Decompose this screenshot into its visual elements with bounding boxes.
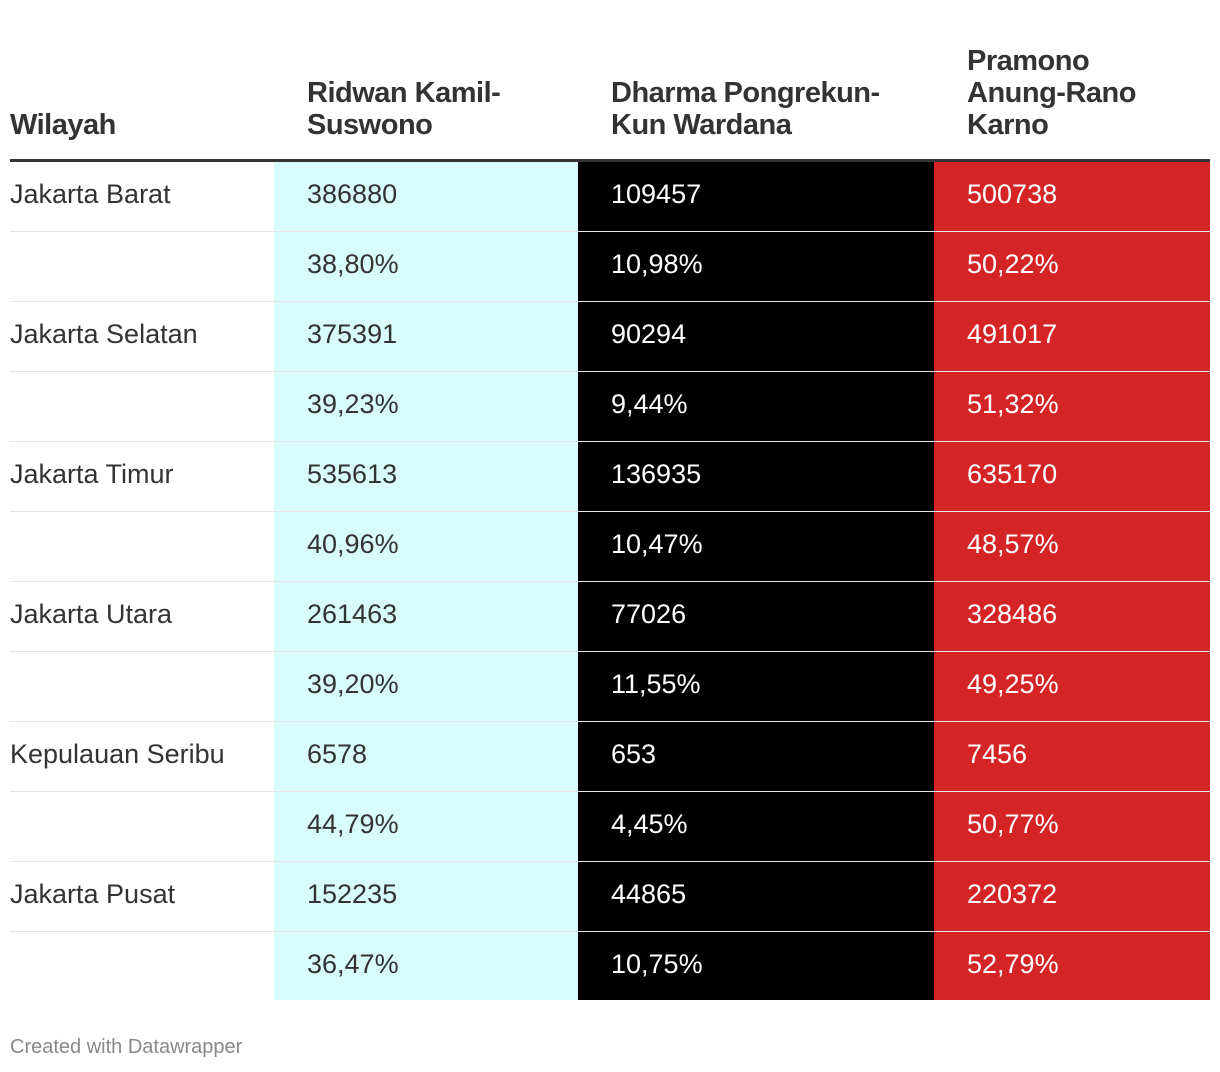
cell-ridwan: 38,80%	[307, 249, 399, 279]
cell-pramono: 635170	[967, 459, 1058, 489]
cell-pramono: 328486	[967, 599, 1058, 629]
header-ridwan-kamil-suswono: Ridwan Kamil- Suswono	[307, 77, 501, 141]
header-pramono-anung-rano-karno: Pramono Anung-Rano Karno	[967, 45, 1136, 141]
cell-pramono: 7456	[967, 739, 1028, 769]
table-row: Jakarta Barat 386880 109457 500738	[10, 162, 1210, 232]
results-table: Wilayah Ridwan Kamil- Suswono Dharma Pon…	[10, 0, 1210, 1000]
cell-pramono: 49,25%	[967, 669, 1059, 699]
table-row: Kepulauan Seribu 6578 653 7456	[10, 722, 1210, 792]
cell-region: Jakarta Selatan	[10, 319, 198, 349]
cell-region: Kepulauan Seribu	[10, 739, 225, 769]
cell-pramono: 51,32%	[967, 389, 1059, 419]
cell-pramono: 500738	[967, 179, 1058, 209]
table-row: Jakarta Utara 261463 77026 328486	[10, 582, 1210, 652]
cell-ridwan: 39,23%	[307, 389, 399, 419]
cell-dharma: 653	[611, 739, 657, 769]
cell-dharma: 77026	[611, 599, 687, 629]
cell-ridwan: 535613	[307, 459, 398, 489]
cell-dharma: 11,55%	[611, 669, 701, 699]
datawrapper-credit: Created with Datawrapper	[10, 1036, 243, 1058]
cell-dharma: 4,45%	[611, 809, 688, 839]
table-row: 36,47% 10,75% 52,79%	[10, 932, 1210, 1002]
cell-ridwan: 6578	[307, 739, 368, 769]
cell-region: Jakarta Timur	[10, 459, 174, 489]
cell-pramono: 48,57%	[967, 529, 1059, 559]
cell-ridwan: 39,20%	[307, 669, 399, 699]
cell-dharma: 109457	[611, 179, 702, 209]
cell-region: Jakarta Utara	[10, 599, 173, 629]
cell-ridwan: 152235	[307, 879, 398, 909]
table-row: Jakarta Selatan 375391 90294 491017	[10, 302, 1210, 372]
table-row: 38,80% 10,98% 50,22%	[10, 232, 1210, 302]
table-row: 39,23% 9,44% 51,32%	[10, 372, 1210, 442]
cell-ridwan: 375391	[307, 319, 398, 349]
cell-dharma: 44865	[611, 879, 687, 909]
table-row: 40,96% 10,47% 48,57%	[10, 512, 1210, 582]
header-dharma-pongrekun-kun-wardana: Dharma Pongrekun- Kun Wardana	[611, 77, 880, 141]
cell-dharma: 10,98%	[611, 249, 703, 279]
table-row: 44,79% 4,45% 50,77%	[10, 792, 1210, 862]
cell-pramono: 491017	[967, 319, 1058, 349]
cell-pramono: 220372	[967, 879, 1058, 909]
table-row: Jakarta Timur 535613 136935 635170	[10, 442, 1210, 512]
cell-ridwan: 36,47%	[307, 949, 399, 979]
cell-pramono: 50,22%	[967, 249, 1059, 279]
cell-ridwan: 40,96%	[307, 529, 399, 559]
table-row: 39,20% 11,55% 49,25%	[10, 652, 1210, 722]
cell-pramono: 50,77%	[967, 809, 1059, 839]
header-wilayah: Wilayah	[10, 109, 116, 141]
table-row: Jakarta Pusat 152235 44865 220372	[10, 862, 1210, 932]
cell-dharma: 10,75%	[611, 949, 703, 979]
cell-region: Jakarta Barat	[10, 179, 171, 209]
cell-dharma: 90294	[611, 319, 687, 349]
cell-dharma: 10,47%	[611, 529, 703, 559]
table-header: Wilayah Ridwan Kamil- Suswono Dharma Pon…	[10, 0, 1210, 162]
cell-pramono: 52,79%	[967, 949, 1059, 979]
table-body: Jakarta Barat 386880 109457 500738 38,80% 10,…	[10, 162, 1210, 1000]
cell-ridwan: 44,79%	[307, 809, 399, 839]
cell-dharma: 9,44%	[611, 389, 688, 419]
cell-region: Jakarta Pusat	[10, 879, 176, 909]
cell-ridwan: 261463	[307, 599, 398, 629]
cell-ridwan: 386880	[307, 179, 398, 209]
cell-dharma: 136935	[611, 459, 702, 489]
